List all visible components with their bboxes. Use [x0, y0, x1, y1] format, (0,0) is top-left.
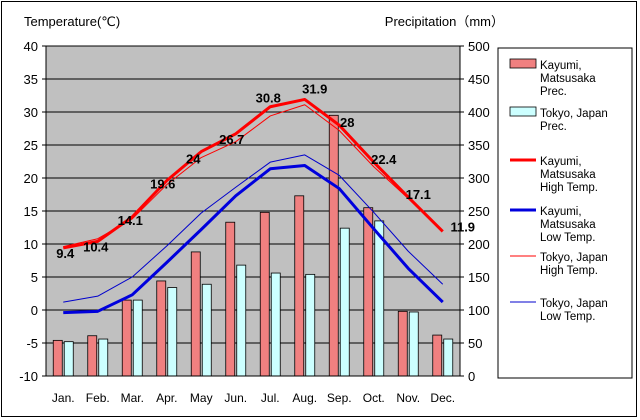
legend-label: Prec.	[540, 121, 567, 133]
right-tick-label: 150	[468, 270, 490, 285]
right-tick-label: 300	[468, 171, 490, 186]
bar	[52, 339, 63, 377]
bar	[328, 114, 339, 377]
bar	[121, 299, 132, 377]
bar	[432, 334, 443, 377]
left-tick-label: -10	[19, 369, 38, 384]
category-label: Jan.	[52, 391, 75, 405]
category-label: Jul.	[261, 391, 280, 405]
left-tick-label: -5	[26, 336, 38, 351]
legend-box	[497, 47, 633, 379]
bar	[339, 227, 350, 377]
category-label: Sep.	[327, 391, 352, 405]
data-label: 10.4	[83, 239, 109, 254]
bar	[225, 221, 236, 377]
bar	[87, 335, 98, 377]
series-line	[62, 97, 444, 250]
bar	[443, 338, 454, 377]
bar	[236, 264, 247, 377]
bar	[156, 280, 167, 377]
category-label: Feb.	[86, 391, 110, 405]
data-label: 30.8	[256, 91, 281, 106]
right-tick-label: 500	[468, 39, 490, 54]
legend-label: Tokyo, Japan	[540, 108, 608, 120]
data-label: 9.4	[56, 246, 75, 261]
data-label: 19.6	[150, 177, 175, 192]
right-tick-label: 200	[468, 237, 490, 252]
bar	[259, 211, 270, 377]
data-label: 31.9	[302, 81, 327, 96]
bar	[132, 299, 143, 377]
category-label: Nov.	[396, 391, 420, 405]
legend-label: Kayumi,	[540, 156, 582, 168]
bar	[201, 283, 212, 377]
bar	[167, 287, 178, 377]
left-tick-label: 40	[24, 39, 38, 54]
bar	[63, 341, 74, 377]
data-label: 28	[340, 115, 354, 130]
right-tick-label: 400	[468, 105, 490, 120]
category-label: Jun.	[224, 391, 247, 405]
data-label: 22.4	[371, 152, 397, 167]
right-axis-title: Precipitation（mm）	[385, 14, 504, 29]
bar	[374, 220, 385, 377]
data-label: 17.1	[406, 187, 431, 202]
right-tick-label: 50	[468, 336, 482, 351]
legend-label: Matsusaka	[540, 169, 596, 181]
left-axis-title: Temperature(℃)	[24, 14, 120, 29]
bar	[305, 273, 316, 377]
legend-label: Prec.	[540, 86, 567, 98]
legend-label: High Temp.	[540, 265, 598, 277]
right-tick-label: 450	[468, 72, 490, 87]
left-tick-label: 35	[24, 72, 38, 87]
right-tick-label: 250	[468, 204, 490, 219]
bar	[363, 207, 374, 377]
legend-label: Tokyo, Japan	[540, 252, 608, 264]
right-tick-label: 350	[468, 138, 490, 153]
legend-label: Matsusaka	[540, 73, 596, 85]
data-label: 14.1	[118, 213, 143, 228]
category-label: Dec.	[430, 391, 455, 405]
right-tick-label: 0	[468, 369, 475, 384]
bar	[270, 272, 281, 377]
category-label: Mar.	[121, 391, 144, 405]
data-label: 11.9	[450, 219, 475, 234]
legend-label: Low Temp.	[540, 311, 595, 323]
data-label: 24	[186, 152, 201, 167]
series-line	[63, 163, 444, 315]
category-label: Oct.	[363, 391, 385, 405]
category-label: Apr.	[156, 391, 177, 405]
legend-label: Tokyo, Japan	[540, 298, 608, 310]
bar	[190, 251, 201, 377]
series-line	[63, 154, 444, 303]
left-tick-label: 25	[24, 138, 38, 153]
legend-label: Matsusaka	[540, 219, 596, 231]
legend-label: Kayumi,	[540, 206, 582, 218]
bar	[397, 310, 408, 377]
left-tick-label: 10	[24, 237, 38, 252]
bar	[294, 195, 305, 377]
legend-label: Low Temp.	[540, 232, 595, 244]
bar	[98, 338, 109, 377]
left-tick-label: 0	[31, 303, 38, 318]
legend-swatch	[509, 106, 537, 117]
legend-label: High Temp.	[540, 182, 598, 194]
legend-label: Kayumi,	[540, 60, 582, 72]
data-label: 26.7	[219, 132, 244, 147]
category-label: Aug.	[292, 391, 317, 405]
bar	[408, 311, 419, 377]
legend-swatch	[509, 58, 537, 69]
right-tick-label: 100	[468, 303, 490, 318]
left-tick-label: 5	[31, 270, 38, 285]
left-tick-label: 15	[24, 204, 38, 219]
left-tick-label: 20	[24, 171, 38, 186]
left-tick-label: 30	[24, 105, 38, 120]
category-label: May	[190, 391, 213, 405]
